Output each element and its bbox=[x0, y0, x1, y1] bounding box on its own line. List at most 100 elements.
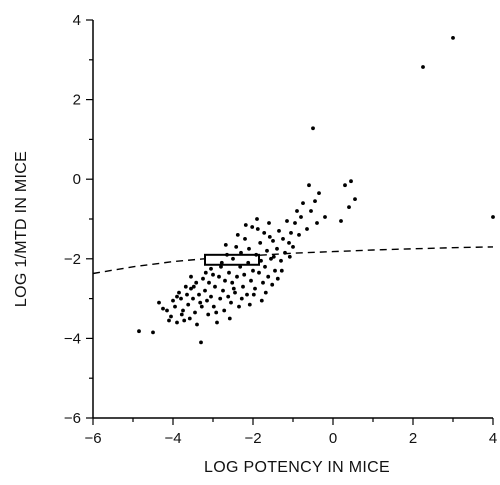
data-point bbox=[183, 284, 188, 289]
data-point bbox=[177, 290, 181, 295]
data-point bbox=[229, 300, 233, 305]
data-point bbox=[206, 312, 211, 317]
data-point bbox=[255, 217, 259, 221]
data-point bbox=[223, 278, 227, 283]
data-point bbox=[247, 302, 252, 307]
data-point bbox=[233, 290, 237, 295]
data-point bbox=[161, 306, 165, 311]
data-point bbox=[343, 183, 347, 188]
data-point bbox=[253, 286, 257, 291]
y-tick-label: −2 bbox=[64, 251, 81, 268]
data-point bbox=[151, 330, 155, 335]
data-point bbox=[353, 197, 357, 202]
data-point bbox=[347, 205, 351, 210]
data-points bbox=[137, 36, 495, 345]
data-point bbox=[245, 292, 249, 297]
y-axis-label: LOG 1/MTD IN MICE bbox=[13, 151, 30, 307]
data-point bbox=[209, 266, 213, 271]
data-point bbox=[313, 199, 317, 204]
data-point bbox=[266, 274, 271, 279]
data-point bbox=[175, 320, 179, 325]
data-point bbox=[157, 300, 161, 305]
x-tick-label: −2 bbox=[244, 430, 261, 447]
dashed-regression-curve bbox=[92, 246, 494, 275]
data-point bbox=[209, 294, 213, 299]
data-point bbox=[317, 191, 321, 196]
data-point bbox=[137, 329, 141, 334]
data-point bbox=[265, 248, 269, 253]
data-point bbox=[211, 272, 215, 277]
data-point bbox=[258, 241, 263, 245]
data-point bbox=[277, 229, 281, 233]
data-point bbox=[247, 246, 251, 251]
x-tick-label: −4 bbox=[164, 430, 181, 447]
data-point bbox=[171, 298, 175, 303]
data-point bbox=[267, 221, 271, 225]
data-point bbox=[421, 65, 425, 69]
data-point bbox=[273, 268, 277, 273]
x-tick-label: 4 bbox=[489, 430, 497, 447]
data-point bbox=[287, 254, 292, 259]
data-point bbox=[279, 258, 283, 263]
data-point bbox=[213, 284, 217, 289]
data-point bbox=[255, 227, 260, 231]
data-point bbox=[217, 274, 221, 279]
data-point bbox=[270, 282, 275, 287]
data-point bbox=[287, 241, 291, 245]
y-tick-label: 0 bbox=[73, 171, 81, 188]
data-point bbox=[237, 304, 241, 309]
data-point bbox=[263, 290, 268, 295]
data-point bbox=[231, 256, 235, 261]
data-point bbox=[451, 36, 455, 40]
data-point bbox=[215, 320, 219, 325]
data-point bbox=[299, 215, 303, 219]
data-point bbox=[285, 219, 289, 223]
data-point bbox=[187, 316, 192, 321]
data-point bbox=[205, 298, 209, 303]
data-point bbox=[189, 274, 193, 279]
data-point bbox=[201, 276, 205, 281]
data-point bbox=[279, 268, 284, 273]
data-point bbox=[291, 245, 295, 249]
data-point bbox=[231, 286, 236, 291]
data-point bbox=[293, 221, 297, 225]
data-point bbox=[323, 215, 327, 219]
axes: −6 −4 −2 0 2 4 −6 −4 −2 0 2 4 bbox=[64, 12, 497, 447]
data-point bbox=[249, 278, 253, 283]
x-axis-label: LOG POTENCY IN MICE bbox=[204, 459, 390, 476]
data-point bbox=[179, 296, 183, 301]
data-point bbox=[271, 239, 275, 243]
y-tick-label: −4 bbox=[64, 330, 81, 347]
x-tick-label: 2 bbox=[409, 430, 417, 447]
data-point bbox=[239, 250, 243, 255]
data-point bbox=[242, 272, 247, 277]
data-point bbox=[167, 318, 171, 323]
data-point bbox=[198, 300, 203, 305]
data-point bbox=[189, 286, 193, 291]
data-point bbox=[241, 284, 245, 289]
data-point bbox=[181, 308, 185, 313]
data-point bbox=[283, 250, 287, 255]
data-point bbox=[211, 304, 216, 309]
data-point bbox=[243, 237, 247, 241]
data-point bbox=[250, 225, 255, 229]
data-point bbox=[203, 270, 208, 275]
data-point bbox=[239, 296, 244, 301]
y-tick-label: 2 bbox=[73, 92, 81, 109]
axis-ticks: −6 −4 −2 0 2 4 −6 −4 −2 0 2 4 bbox=[64, 12, 497, 447]
data-point bbox=[193, 310, 197, 315]
data-point bbox=[339, 219, 343, 223]
data-point bbox=[275, 246, 279, 251]
data-point bbox=[262, 231, 267, 235]
data-point bbox=[225, 252, 229, 257]
data-point bbox=[218, 296, 223, 301]
y-tick-label: 4 bbox=[73, 12, 81, 29]
data-point bbox=[226, 294, 231, 299]
y-tick-label: −6 bbox=[64, 410, 81, 427]
data-point bbox=[297, 233, 301, 237]
data-point bbox=[243, 223, 248, 227]
data-point bbox=[295, 209, 299, 213]
data-point bbox=[194, 280, 199, 285]
data-point bbox=[267, 235, 272, 239]
data-point bbox=[207, 280, 211, 285]
